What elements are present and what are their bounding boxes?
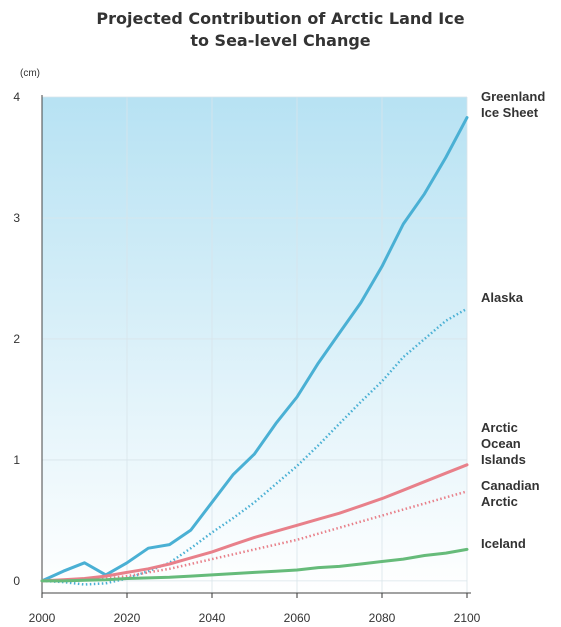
y-tick-label: 0 (13, 574, 20, 588)
chart-title: Projected Contribution of Arctic Land Ic… (0, 8, 561, 52)
series-label-line: Arctic (481, 420, 518, 435)
series-label: Canadian Arctic (481, 478, 540, 509)
x-tick-label: 2040 (199, 611, 226, 625)
series-label-line: Greenland (481, 89, 545, 104)
y-tick-label: 3 (13, 211, 20, 225)
series-label: Arctic Ocean Islands (481, 420, 526, 467)
series-label-line: Alaska (481, 290, 524, 305)
series-label-line: Arctic (481, 494, 518, 509)
axes: 0 1 2 3 4 2000 2020 2040 2060 2080 2100 (cm) (13, 68, 480, 625)
series-label: Iceland (481, 536, 526, 551)
series-label-line: Islands (481, 452, 526, 467)
series-label-line: Canadian (481, 478, 540, 493)
x-tick-label: 2080 (369, 611, 396, 625)
series-line (40, 116, 469, 583)
series-label: Greenland Ice Sheet (481, 89, 545, 120)
y-tick-label: 2 (13, 332, 20, 346)
series-line (41, 307, 468, 586)
series-line (40, 463, 469, 583)
grid-lines (41, 96, 468, 593)
y-tick-label: 1 (13, 453, 20, 467)
series-lines (40, 116, 469, 586)
series-label-line: Ice Sheet (481, 105, 539, 120)
x-tick-label: 2060 (284, 611, 311, 625)
x-tick-label: 2020 (114, 611, 141, 625)
x-tick-label: 2100 (454, 611, 481, 625)
series-line (40, 547, 469, 583)
chart-title-line-2: to Sea-level Change (190, 31, 371, 50)
series-label: Alaska (481, 290, 524, 305)
series-label-line: Ocean (481, 436, 521, 451)
x-tick-label: 2000 (29, 611, 56, 625)
y-tick-label: 4 (13, 90, 20, 104)
chart-title-line-1: Projected Contribution of Arctic Land Ic… (96, 9, 465, 28)
y-axis-unit-label: (cm) (20, 68, 40, 79)
plot-background (42, 97, 467, 593)
series-label-line: Iceland (481, 536, 526, 551)
